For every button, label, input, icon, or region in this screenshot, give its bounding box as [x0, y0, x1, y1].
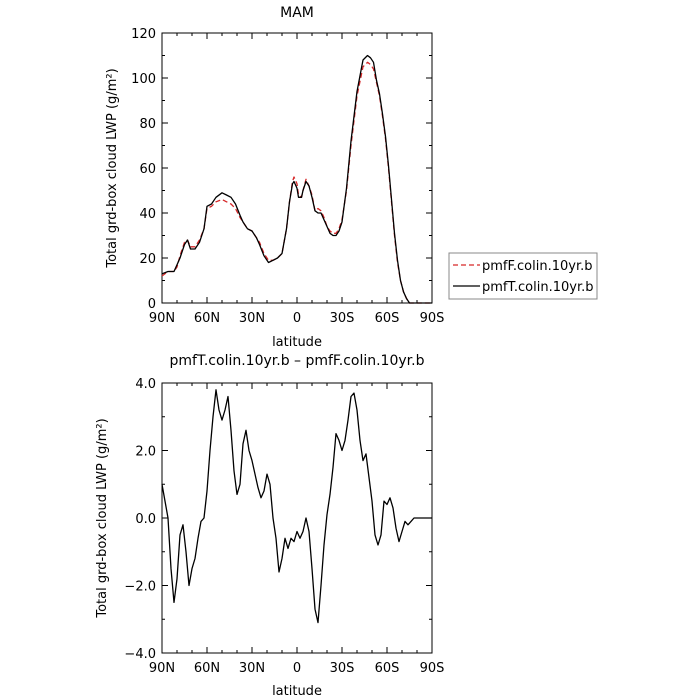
bottom-x-tick-label: 30S [330, 661, 355, 676]
bottom-y-tick-label: 4.0 [135, 377, 156, 392]
top-series-line-pmft-colin-10yr-b [161, 54, 432, 304]
bottom-chart-title: pmfT.colin.10yr.b – pmfF.colin.10yr.b [170, 353, 425, 369]
top-x-axis-label: latitude [272, 335, 322, 350]
top-y-tick-label: 120 [131, 27, 156, 42]
top-x-tick-label: 30S [330, 311, 355, 326]
top-x-tick-label: 90N [149, 311, 175, 326]
bottom-x-tick-label: 60S [375, 661, 400, 676]
top-series-line-pmff-colin-10yr-b [161, 61, 432, 304]
bottom-x-tick-label: 90N [149, 661, 175, 676]
bottom-x-tick-label: 90S [420, 661, 445, 676]
bottom-y-tick-label: −4.0 [124, 647, 156, 662]
bottom-x-tick-label: 60N [194, 661, 220, 676]
bottom-y-axis: −4.0 −2.0 0.0 2.0 4.0 [124, 377, 432, 662]
legend-label-pmfF: pmfF.colin.10yr.b [482, 259, 592, 274]
top-x-tick-label: 60N [194, 311, 220, 326]
top-x-tick-label: 60S [375, 311, 400, 326]
top-y-tick-label: 60 [139, 162, 156, 177]
bottom-chart-panel: pmfT.colin.10yr.b – pmfF.colin.10yr.b −4… [95, 353, 444, 699]
legend-label-pmfT: pmfT.colin.10yr.b [482, 280, 594, 295]
bottom-x-axis-label: latitude [272, 684, 322, 699]
bottom-series-line-difference [161, 389, 432, 624]
bottom-x-tick-label: 30N [239, 661, 265, 676]
top-x-tick-label: 0 [293, 311, 301, 326]
top-chart-title: MAM [280, 5, 314, 21]
top-y-tick-label: 100 [131, 72, 156, 87]
legend: pmfF.colin.10yr.b pmfT.colin.10yr.b [448, 252, 598, 300]
legend-box [448, 252, 598, 300]
top-y-axis-label: Total grd-box cloud LWP (g/m²) [105, 68, 120, 268]
bottom-series-lines [161, 389, 432, 624]
bottom-plot-frame [161, 382, 433, 654]
top-y-axis: 0 20 40 60 80 100 120 [131, 27, 432, 312]
top-y-tick-label: 0 [148, 297, 156, 312]
bottom-x-tick-label: 0 [293, 661, 301, 676]
top-y-tick-label: 20 [139, 252, 156, 267]
top-y-tick-label: 40 [139, 207, 156, 222]
bottom-y-tick-label: −2.0 [124, 580, 156, 595]
bottom-y-tick-label: 0.0 [135, 512, 156, 527]
top-x-tick-label: 90S [420, 311, 445, 326]
top-series-lines [161, 54, 432, 304]
bottom-y-axis-label: Total grd-box cloud LWP (g/m²) [95, 418, 110, 618]
top-x-axis: 90N 60N 30N 0 30S 60S 90S [149, 33, 445, 326]
top-x-tick-label: 30N [239, 311, 265, 326]
bottom-y-tick-label: 2.0 [135, 445, 156, 460]
top-y-tick-label: 80 [139, 117, 156, 132]
bottom-x-axis: 90N 60N 30N 0 30S 60S 90S [149, 383, 445, 676]
top-plot-frame [161, 32, 433, 304]
